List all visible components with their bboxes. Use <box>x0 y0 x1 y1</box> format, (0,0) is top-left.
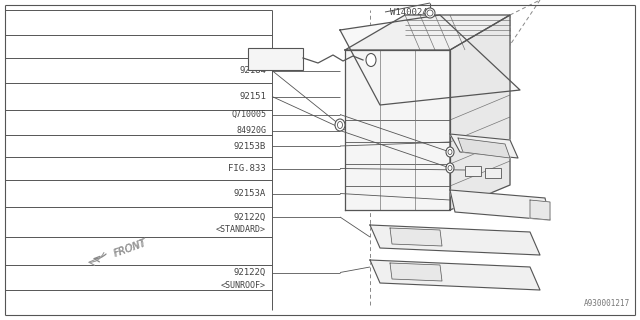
Polygon shape <box>370 260 540 290</box>
Text: Q710005: Q710005 <box>231 110 266 119</box>
Text: <SUNROOF>: <SUNROOF> <box>221 281 266 290</box>
Bar <box>248 48 303 70</box>
Ellipse shape <box>446 147 454 157</box>
Text: 92122Q: 92122Q <box>234 212 266 221</box>
Ellipse shape <box>427 10 433 16</box>
Polygon shape <box>345 50 450 210</box>
Polygon shape <box>370 225 540 255</box>
Polygon shape <box>450 15 510 210</box>
Polygon shape <box>390 228 442 246</box>
Ellipse shape <box>335 119 345 131</box>
Polygon shape <box>450 190 550 220</box>
Ellipse shape <box>448 149 452 155</box>
Text: 92184: 92184 <box>239 66 266 75</box>
Bar <box>485 168 501 178</box>
Ellipse shape <box>446 163 454 173</box>
Text: FRONT: FRONT <box>111 237 148 259</box>
Text: 92151: 92151 <box>239 92 266 101</box>
Polygon shape <box>458 138 510 158</box>
Text: FRONT: FRONT <box>113 238 147 258</box>
Text: W140024: W140024 <box>390 7 428 17</box>
Polygon shape <box>450 134 518 158</box>
Text: A930001217: A930001217 <box>584 299 630 308</box>
Ellipse shape <box>366 53 376 67</box>
Text: 92153B: 92153B <box>234 141 266 150</box>
Text: FIG.833: FIG.833 <box>228 164 266 173</box>
Polygon shape <box>340 15 520 105</box>
Polygon shape <box>390 263 442 281</box>
Text: 84920G: 84920G <box>236 126 266 135</box>
Text: 92122Q: 92122Q <box>234 268 266 277</box>
Ellipse shape <box>448 165 452 171</box>
Ellipse shape <box>337 122 342 129</box>
Ellipse shape <box>425 8 435 18</box>
Text: 92153A: 92153A <box>234 189 266 198</box>
Polygon shape <box>345 15 510 50</box>
Bar <box>465 166 481 176</box>
Polygon shape <box>530 200 550 220</box>
Text: <STANDARD>: <STANDARD> <box>216 226 266 235</box>
